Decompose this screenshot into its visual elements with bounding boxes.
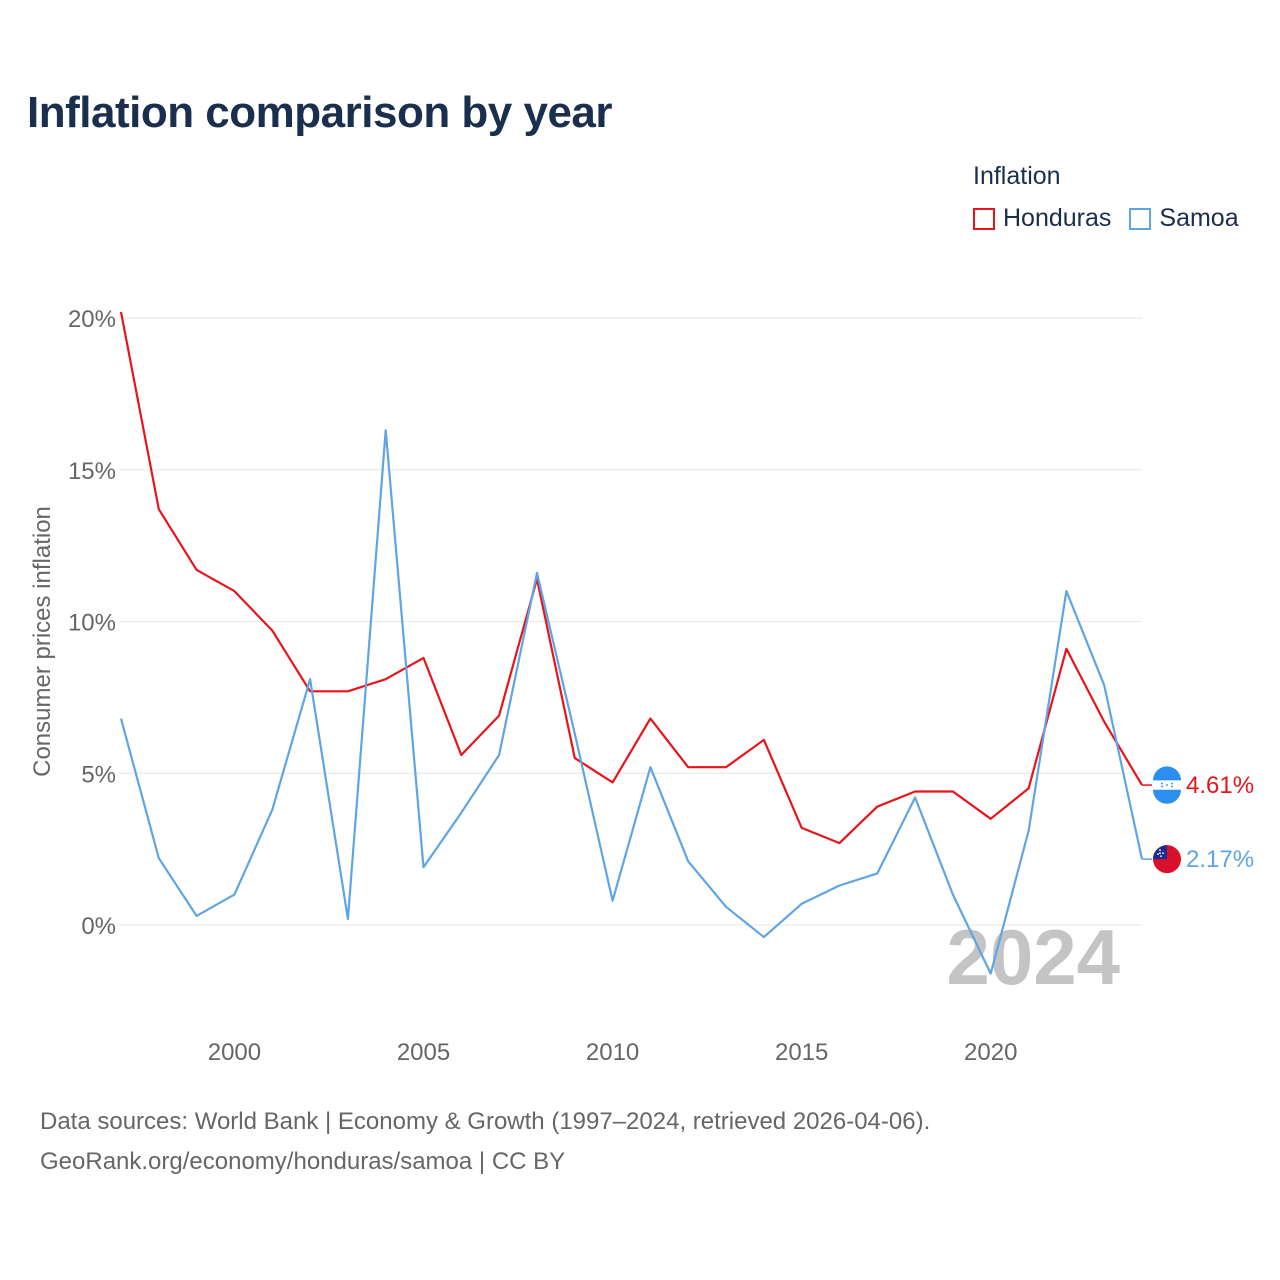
data-point-samoa — [837, 884, 841, 888]
data-point-honduras — [1102, 720, 1106, 724]
chart-title: Inflation comparison by year — [27, 88, 613, 137]
flag-star — [1171, 785, 1173, 788]
year-watermark: 2024 — [946, 913, 1120, 1001]
data-point-honduras — [497, 714, 501, 718]
data-point-samoa — [119, 717, 123, 721]
data-point-honduras — [459, 753, 463, 757]
y-tick-label: 5% — [81, 761, 116, 788]
data-point-honduras — [724, 765, 728, 769]
honduras-flag-icon — [1153, 766, 1181, 804]
data-point-honduras — [422, 656, 426, 660]
flag-star — [1160, 855, 1162, 858]
x-tick-label: 2015 — [775, 1039, 828, 1066]
data-point-samoa — [648, 765, 652, 769]
flag-star — [1157, 853, 1159, 856]
data-point-samoa — [686, 859, 690, 863]
legend-swatch-honduras — [973, 207, 995, 230]
data-point-honduras — [762, 738, 766, 742]
data-point-samoa — [459, 811, 463, 815]
data-point-samoa — [346, 917, 350, 921]
flag-star — [1171, 782, 1173, 785]
series-line-honduras — [119, 311, 1143, 845]
legend-title: Inflation — [973, 162, 1061, 190]
data-point-honduras — [989, 817, 993, 821]
flag-star — [1162, 852, 1164, 855]
data-point-samoa — [157, 856, 161, 860]
y-tick-label: 20% — [68, 306, 116, 333]
data-point-samoa — [611, 899, 615, 903]
samoa-flag-icon — [1153, 845, 1181, 874]
data-point-samoa — [724, 905, 728, 909]
end-label-samoa: 2.17% — [1186, 846, 1254, 873]
data-point-honduras — [384, 677, 388, 681]
x-tick-label: 2020 — [964, 1039, 1017, 1066]
flag-star — [1161, 782, 1163, 785]
source-link[interactable]: GeoRank.org/economy/honduras/samoa | CC … — [40, 1148, 566, 1175]
data-point-honduras — [232, 589, 236, 593]
y-tick-label: 15% — [68, 458, 116, 485]
data-point-honduras — [346, 689, 350, 693]
flag-star — [1161, 785, 1163, 788]
flag-star — [1166, 784, 1168, 786]
data-point-samoa — [875, 871, 879, 875]
data-point-honduras — [573, 756, 577, 760]
legend-label-honduras: Honduras — [1003, 204, 1112, 232]
legend-label-samoa: Samoa — [1159, 204, 1239, 232]
data-point-samoa — [573, 732, 577, 736]
end-label-honduras: 4.61% — [1186, 772, 1254, 799]
legend-item-honduras[interactable]: Honduras — [973, 204, 1111, 233]
data-point-samoa — [195, 914, 199, 918]
data-point-samoa — [1027, 829, 1031, 833]
data-point-honduras — [157, 507, 161, 511]
data-point-honduras — [837, 841, 841, 845]
legend: Honduras Samoa — [973, 204, 1257, 233]
flag-canton — [1153, 845, 1167, 860]
x-tick-label: 2005 — [397, 1039, 450, 1066]
y-tick-label: 10% — [68, 610, 116, 637]
legend-item-samoa[interactable]: Samoa — [1129, 204, 1239, 233]
data-point-honduras — [119, 310, 123, 314]
data-point-samoa — [497, 753, 501, 757]
flag-star — [1159, 852, 1161, 855]
data-point-samoa — [1102, 683, 1106, 687]
legend-swatch-samoa — [1129, 207, 1152, 230]
y-tick-label: 0% — [81, 913, 116, 940]
data-point-samoa — [951, 893, 955, 897]
x-tick-label: 2000 — [208, 1039, 261, 1066]
data-point-honduras — [875, 805, 879, 809]
data-point-honduras — [270, 629, 274, 633]
data-point-honduras — [1064, 647, 1068, 651]
data-point-honduras — [686, 765, 690, 769]
data-point-samoa — [270, 808, 274, 812]
data-point-honduras — [913, 789, 917, 793]
flag-stripe-bottom — [1153, 789, 1181, 804]
data-point-honduras — [951, 789, 955, 793]
x-tick-label: 2010 — [586, 1039, 639, 1066]
series-line-samoa — [119, 429, 1144, 975]
data-point-honduras — [648, 717, 652, 721]
flag-star — [1159, 849, 1161, 852]
flag-stripe-top — [1153, 766, 1181, 781]
data-point-samoa — [422, 865, 426, 869]
data-point-samoa — [800, 902, 804, 906]
data-point-samoa — [232, 893, 236, 897]
data-point-samoa — [535, 571, 539, 575]
data-point-samoa — [762, 935, 766, 939]
data-point-samoa — [1064, 589, 1068, 593]
y-axis-label: Consumer prices inflation — [29, 506, 56, 777]
data-point-honduras — [1027, 786, 1031, 790]
data-sources: Data sources: World Bank | Economy & Gro… — [40, 1108, 931, 1135]
data-point-samoa — [308, 677, 312, 681]
data-point-honduras — [195, 568, 199, 572]
data-point-samoa — [384, 428, 388, 432]
data-point-samoa — [913, 796, 917, 800]
data-point-honduras — [611, 780, 615, 784]
data-point-honduras — [800, 826, 804, 830]
data-point-samoa — [989, 972, 993, 976]
